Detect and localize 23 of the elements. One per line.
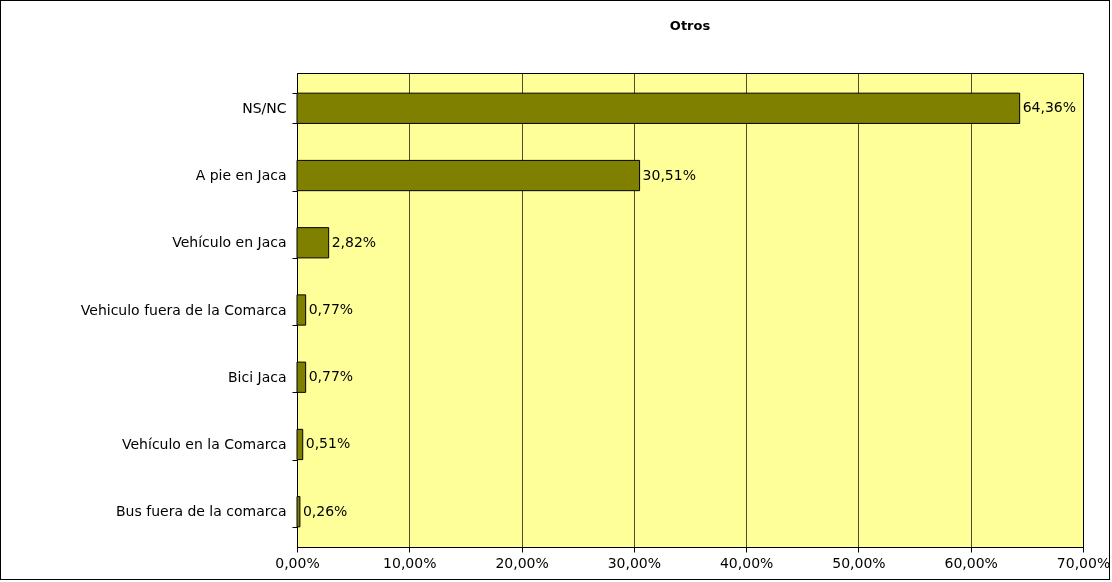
- y-tick-label: Vehículo en Jaca: [172, 234, 287, 251]
- y-tick-label: Bus fuera de la comarca: [116, 503, 287, 520]
- y-tick-label: NS/NC: [242, 99, 287, 116]
- data-label: 0,26%: [302, 502, 348, 519]
- data-label: 2,82%: [331, 233, 377, 250]
- chart-title: Otros: [669, 18, 711, 33]
- data-label: 0,51%: [305, 435, 351, 452]
- y-tick-label: A pie en Jaca: [195, 167, 287, 184]
- x-tick-label: 60,00%: [944, 554, 998, 571]
- data-label: 64,36%: [1022, 99, 1077, 116]
- x-tick-label: 70,00%: [1056, 554, 1111, 571]
- y-tick-label: Bici Jaca: [227, 368, 287, 385]
- x-tick-label: 0,00%: [275, 554, 320, 571]
- data-label: 0,77%: [308, 301, 354, 317]
- x-tick-label: 40,00%: [719, 554, 774, 571]
- data-label: 0,77%: [308, 368, 354, 385]
- x-tick-label: 30,00%: [607, 554, 662, 571]
- x-tick-label: 50,00%: [832, 554, 886, 571]
- x-tick-label: 10,00%: [383, 554, 437, 571]
- data-label: 30,51%: [642, 166, 696, 183]
- y-tick-label: Vehículo en la Comarca: [122, 435, 287, 452]
- x-tick-label: 20,00%: [495, 554, 549, 571]
- y-tick-label: Vehiculo fuera de la Comarca: [80, 301, 287, 318]
